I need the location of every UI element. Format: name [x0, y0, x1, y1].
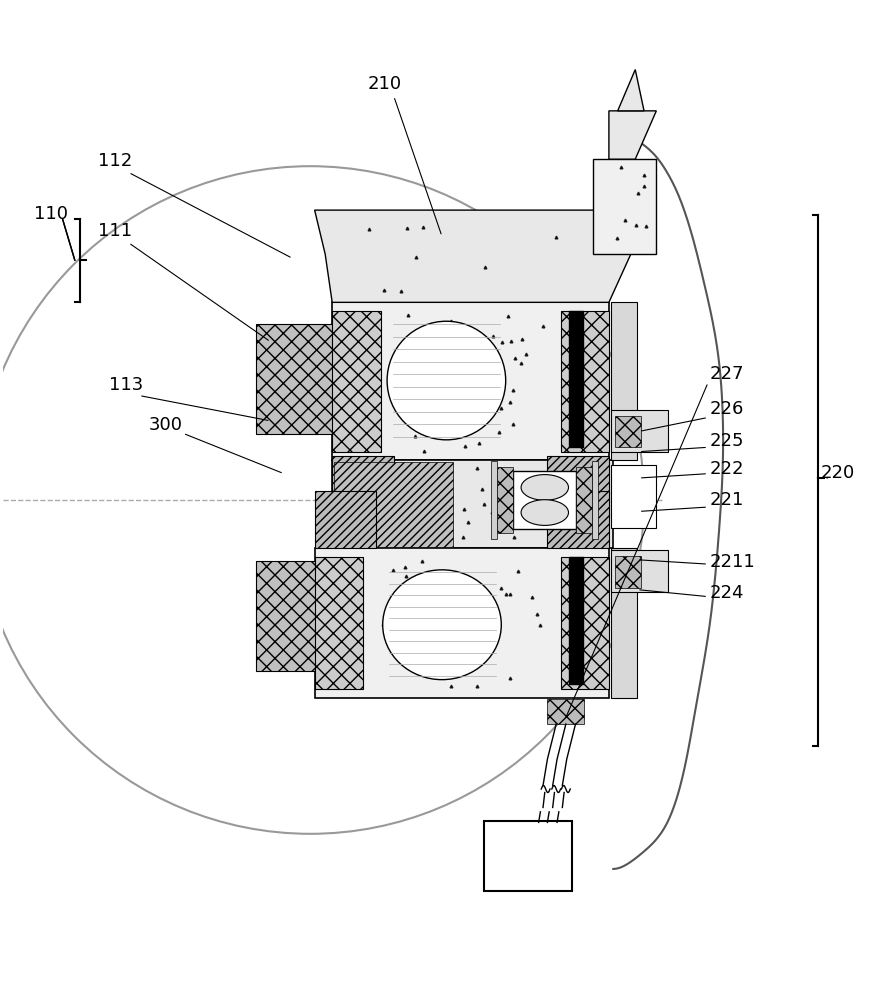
Text: 225: 225 [710, 432, 744, 450]
Bar [611, 550, 667, 592]
Text: 227: 227 [710, 365, 744, 383]
Bar [560, 557, 609, 689]
Text: 226: 226 [710, 400, 744, 418]
Bar [547, 699, 584, 724]
Bar [484, 821, 572, 891]
Text: 221: 221 [710, 491, 744, 509]
Text: 2211: 2211 [710, 553, 756, 571]
Bar [332, 302, 609, 460]
Bar [611, 465, 656, 528]
Bar [560, 311, 609, 452]
Bar [547, 491, 609, 548]
Text: 110: 110 [34, 205, 68, 223]
Bar [615, 556, 642, 588]
Text: 112: 112 [98, 152, 133, 170]
Bar [315, 557, 363, 689]
Polygon shape [315, 210, 631, 302]
Text: 210: 210 [368, 75, 402, 93]
Polygon shape [609, 111, 656, 159]
Bar [334, 462, 453, 547]
Ellipse shape [387, 321, 506, 440]
Bar [255, 324, 333, 434]
Bar [315, 491, 376, 548]
Text: 224: 224 [710, 584, 744, 602]
Text: 111: 111 [98, 222, 133, 240]
Bar [492, 461, 498, 539]
Ellipse shape [521, 500, 568, 525]
Text: 300: 300 [149, 416, 182, 434]
Bar [513, 471, 576, 529]
Bar [332, 456, 393, 518]
Bar [315, 548, 609, 698]
Bar [332, 460, 613, 548]
Bar [547, 456, 609, 518]
Text: 113: 113 [109, 376, 143, 394]
Bar [498, 467, 513, 533]
Bar [576, 467, 592, 533]
Bar [615, 416, 642, 447]
Bar [592, 461, 598, 539]
Bar [611, 548, 637, 698]
Ellipse shape [383, 570, 501, 680]
Ellipse shape [521, 475, 568, 500]
Text: 220: 220 [820, 464, 855, 482]
Polygon shape [618, 70, 644, 111]
Bar [611, 302, 637, 460]
Bar [611, 410, 667, 452]
Bar [255, 561, 333, 671]
Bar [332, 311, 380, 452]
Bar [593, 159, 656, 254]
Text: 222: 222 [710, 460, 744, 478]
